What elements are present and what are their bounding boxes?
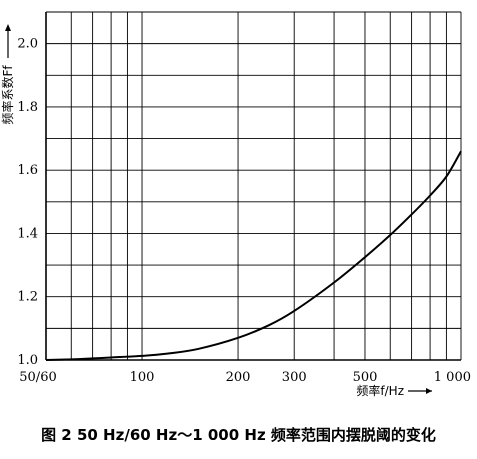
figure-caption: 图 2 50 Hz/60 Hz～1 000 Hz 频率范围内摆脱阈的变化: [41, 426, 436, 444]
y-tick-label: 1.4: [17, 226, 38, 241]
series-layer: [45, 150, 462, 361]
y-tick-label: 1.8: [17, 100, 38, 115]
x-axis-label: 频率f/Hz: [356, 383, 404, 398]
x-tick-label: 1 000: [434, 370, 471, 385]
grid: [45, 11, 462, 361]
x-tick-label: 500: [353, 370, 378, 385]
y-tick-label: 1.2: [17, 290, 38, 305]
plot-frame: [45, 12, 461, 361]
x-axis-arrowhead: [426, 388, 432, 394]
y-tick-labels: 1.0 1.2 1.4 1.6 1.8 2.0: [17, 37, 38, 368]
x-tick-label: 50/60: [19, 370, 56, 385]
y-axis-arrowhead: [5, 24, 11, 31]
x-tick-label: 200: [226, 370, 251, 385]
x-tick-label: 300: [282, 370, 307, 385]
y-tick-label: 2.0: [17, 37, 38, 52]
axis-arrows: [5, 24, 432, 394]
series-line: [45, 150, 462, 361]
y-tick-label: 1.0: [17, 353, 38, 368]
x-tick-labels: 50/60 100 200 300 500 1 000: [19, 370, 471, 385]
y-tick-label: 1.6: [17, 163, 38, 178]
y-axis-label: 频率系数Ff: [0, 65, 15, 125]
x-tick-label: 100: [130, 370, 155, 385]
